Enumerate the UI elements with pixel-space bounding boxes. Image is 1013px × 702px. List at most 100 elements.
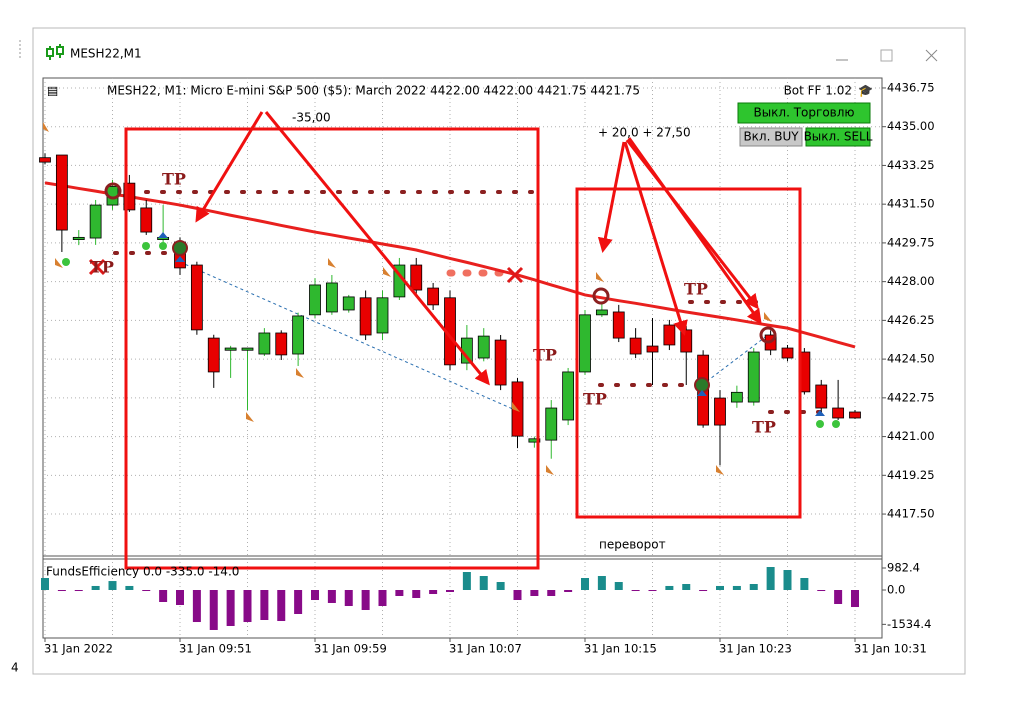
trade-line — [701, 334, 769, 386]
y-tick-label: 4426.25 — [887, 313, 935, 327]
y-tick-label: 982.4 — [887, 561, 920, 575]
bot-name: Bot FF 1.02 — [784, 84, 852, 98]
histogram-bar — [682, 584, 691, 590]
histogram-bar — [834, 590, 843, 604]
histogram-bar — [142, 590, 151, 592]
y-tick-label: -1534.4 — [887, 617, 931, 631]
candle-body — [612, 311, 625, 339]
trading-off-label[interactable]: Выкл. Торговлю — [753, 106, 854, 120]
x-tick-label: 31 Jan 10:23 — [719, 642, 792, 656]
histogram-bar — [243, 590, 252, 623]
candle-body — [258, 332, 271, 355]
y-tick-label: 0.0 — [887, 583, 905, 597]
histogram-bar — [766, 567, 775, 590]
histogram-bar — [108, 581, 117, 590]
histogram-bar — [597, 576, 606, 590]
indicator-title: FundsEfficiency 0.0 -335.0 -14.0 — [46, 565, 239, 579]
tp-label: TP — [162, 170, 186, 189]
histogram-bar — [631, 590, 640, 592]
candle-body — [494, 339, 507, 386]
histogram-bar — [513, 590, 522, 601]
trade-markers — [43, 122, 840, 475]
histogram-bar — [817, 590, 826, 592]
candle-body — [562, 371, 575, 421]
histogram-bar — [209, 590, 218, 630]
y-tick-label: 4419.25 — [887, 468, 935, 482]
tp-label: TP — [752, 418, 776, 437]
candle-body — [123, 182, 136, 211]
histogram-bar — [783, 570, 792, 590]
tp-label: TP — [90, 258, 114, 277]
y-tick-label: 4428.00 — [887, 274, 935, 288]
candle-body — [832, 407, 845, 419]
side-label: 4 — [11, 661, 19, 675]
candle-body — [190, 264, 203, 331]
candle-body — [730, 391, 743, 403]
histogram-bar — [159, 590, 168, 602]
histogram-bar — [91, 585, 100, 590]
candle-body — [579, 314, 591, 373]
loss-annotation: -35,00 — [292, 111, 331, 125]
histogram-bar — [648, 590, 657, 592]
candle-body — [342, 296, 355, 311]
histogram-bar — [192, 590, 201, 623]
bot-icon: 🎓 — [858, 84, 873, 98]
histogram-bar — [74, 590, 83, 592]
candle-body — [376, 297, 389, 334]
histogram-bar — [226, 590, 235, 626]
candle-body — [714, 397, 726, 426]
trading-off-button[interactable] — [737, 102, 871, 124]
histogram-bar — [665, 585, 674, 590]
annotation-arrows — [195, 111, 762, 386]
moving-average — [44, 181, 856, 349]
histogram-bar — [581, 578, 589, 590]
candle-body — [292, 315, 305, 355]
y-tick-label: 4421.00 — [887, 429, 935, 443]
reversal-annotation: переворот — [599, 538, 666, 552]
histogram-bar — [462, 572, 471, 590]
histogram-bar — [479, 576, 488, 590]
candle-body — [815, 384, 828, 409]
histogram-bar — [699, 590, 708, 592]
trade-line — [179, 261, 516, 411]
maximize-button[interactable] — [880, 49, 893, 62]
candle-body — [241, 347, 254, 351]
y-tick-label: 4422.75 — [887, 390, 935, 404]
candle-body — [477, 335, 490, 359]
candle-body — [781, 347, 794, 359]
candle-body — [140, 207, 153, 233]
histogram-bar — [547, 590, 556, 596]
profit-annotation: + 20,0 + 27,50 — [598, 126, 691, 140]
x-tick-label: 31 Jan 2022 — [44, 642, 113, 656]
histogram-bar — [732, 585, 741, 590]
buy-on-button[interactable] — [739, 127, 803, 147]
histogram-bar — [294, 590, 303, 614]
candle-body — [359, 297, 372, 336]
candle-body — [89, 204, 102, 239]
sell-off-button[interactable] — [805, 127, 871, 147]
histogram-bar — [564, 590, 573, 592]
x-tick-label: 31 Jan 09:51 — [179, 642, 252, 656]
histogram-bar — [378, 590, 387, 607]
candle-body — [224, 347, 237, 351]
window-title: MESH22,M1 — [70, 47, 142, 61]
title-bar — [34, 29, 964, 76]
histogram-bar — [260, 590, 269, 620]
candle-body — [528, 438, 541, 443]
histogram-bar — [327, 590, 336, 603]
histogram-bar — [311, 590, 319, 601]
candle-body — [545, 407, 558, 441]
x-tick-label: 31 Jan 09:59 — [314, 642, 387, 656]
candle-body — [747, 351, 760, 403]
histogram-bar — [800, 578, 809, 590]
histogram-bar — [57, 590, 66, 592]
close-button[interactable] — [925, 49, 938, 62]
histogram-bar — [41, 578, 49, 590]
sell-off-label[interactable]: Выкл. SELL — [804, 130, 873, 144]
candle-body — [39, 157, 51, 163]
buy-on-label[interactable]: Вкл. BUY — [743, 130, 799, 144]
histogram-bar — [851, 590, 859, 608]
histogram-bar — [716, 585, 724, 590]
candle-body — [595, 309, 608, 316]
y-tick-label: 4436.75 — [887, 80, 935, 94]
